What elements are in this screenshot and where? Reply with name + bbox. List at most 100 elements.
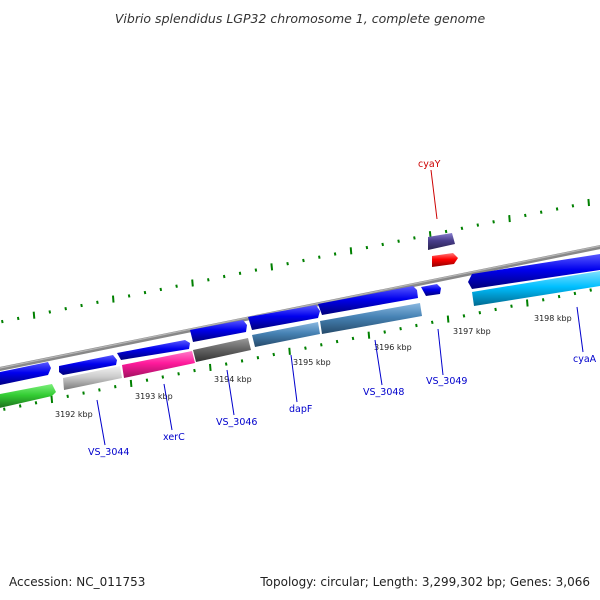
- leader-VS_3044: [96, 399, 106, 446]
- minor-tick: [365, 245, 369, 250]
- gene-label-VS_3049[interactable]: VS_3049: [426, 376, 467, 387]
- inner-minor-tick: [430, 320, 434, 325]
- gene-arrow-cyaA[interactable]: [468, 254, 600, 289]
- minor-tick: [254, 268, 258, 272]
- minor-tick: [571, 204, 575, 208]
- minor-tick: [159, 287, 163, 292]
- inner-minor-tick: [510, 304, 513, 308]
- cog-green-feature[interactable]: [0, 384, 56, 409]
- gene-arrow-VS_3048[interactable]: [318, 286, 418, 315]
- cog-colored-features: [0, 271, 600, 409]
- gene-arrow-VS_3044[interactable]: [59, 355, 117, 375]
- gene-label-dapF[interactable]: dapF: [289, 404, 312, 415]
- inner-minor-tick: [145, 378, 149, 382]
- minor-tick: [64, 307, 67, 311]
- inner-minor-tick: [478, 311, 482, 315]
- minor-tick: [207, 278, 210, 282]
- gene-arrow-dapF[interactable]: [248, 305, 320, 330]
- minor-tick: [444, 229, 448, 234]
- minor-tick: [96, 300, 99, 304]
- gene-label-VS_3048[interactable]: VS_3048: [363, 387, 404, 398]
- minor-tick: [460, 226, 464, 231]
- major-tick: [32, 311, 36, 319]
- major-tick: [508, 215, 511, 223]
- gene-arrow-left-edge[interactable]: [0, 362, 51, 386]
- minor-tick: [302, 258, 305, 263]
- scale-label-3196: 3196 kbp: [374, 343, 412, 352]
- minor-tick: [1, 319, 4, 324]
- inner-minor-tick: [193, 368, 196, 373]
- inner-minor-tick: [399, 327, 402, 331]
- leader-VS_3049: [437, 328, 444, 376]
- inner-scale-ticks: [3, 288, 592, 411]
- inner-major-tick: [50, 395, 54, 404]
- gene-labels: cyaY VS_3044 xerC VS_3046 dapF VS_3048 V…: [88, 159, 597, 458]
- inner-minor-tick: [82, 391, 85, 395]
- minor-tick: [397, 239, 400, 243]
- cog-lightgray-feature[interactable]: [63, 366, 122, 390]
- gene-arrow-xerC[interactable]: [117, 340, 190, 360]
- scale-label-3195: 3195 kbp: [293, 358, 331, 367]
- minor-tick: [318, 255, 321, 259]
- minor-tick: [127, 294, 131, 298]
- gene-cyaY-feature[interactable]: [428, 233, 455, 250]
- minor-tick: [222, 274, 226, 279]
- inner-minor-tick: [98, 388, 101, 392]
- inner-minor-tick: [557, 294, 561, 299]
- minor-tick: [539, 210, 543, 214]
- cog-steelblue-feature-1[interactable]: [252, 322, 320, 347]
- inner-minor-tick: [34, 401, 38, 405]
- genome-stats-text: Topology: circular; Length: 3,299,302 bp…: [259, 575, 590, 589]
- minor-tick: [476, 223, 480, 227]
- inner-minor-tick: [573, 291, 577, 296]
- minor-tick: [492, 220, 495, 224]
- inner-minor-tick: [494, 307, 497, 312]
- minor-tick: [80, 303, 83, 308]
- scale-label-3192: 3192 kbp: [55, 410, 93, 419]
- cog-steelblue-feature-2[interactable]: [320, 303, 422, 334]
- gene-label-VS_3046[interactable]: VS_3046: [216, 417, 257, 428]
- inner-minor-tick: [415, 323, 418, 328]
- minor-tick: [413, 236, 416, 240]
- scale-label-3194: 3194 kbp: [214, 375, 252, 384]
- cog-cyan-feature[interactable]: [472, 271, 600, 306]
- inner-minor-tick: [18, 404, 22, 408]
- genome-backbone-highlight: [0, 245, 600, 369]
- gene-label-VS_3044[interactable]: VS_3044: [88, 447, 129, 458]
- minor-tick: [524, 213, 527, 218]
- minor-tick: [16, 316, 20, 321]
- gene-label-cyaY[interactable]: cyaY: [418, 159, 441, 170]
- minor-tick: [48, 310, 52, 314]
- scale-label-3193: 3193 kbp: [135, 392, 173, 401]
- inner-minor-tick: [541, 298, 545, 302]
- gene-arrows: [0, 254, 600, 386]
- inner-minor-tick: [114, 385, 117, 389]
- cog-darkgray-feature[interactable]: [193, 338, 251, 362]
- minor-tick: [286, 262, 289, 266]
- map-title: Vibrio splendidus LGP32 chromosome 1, co…: [115, 11, 486, 26]
- inner-minor-tick: [462, 314, 466, 318]
- leader-cyaA: [576, 306, 584, 353]
- inner-minor-tick: [320, 343, 323, 347]
- leader-VS_3046: [226, 369, 235, 416]
- inner-minor-tick: [383, 330, 386, 334]
- major-tick: [112, 295, 115, 303]
- inner-minor-tick: [589, 288, 592, 292]
- inner-minor-tick: [272, 352, 276, 357]
- inner-minor-tick: [240, 359, 244, 363]
- scale-ticks: [1, 198, 590, 324]
- gene-label-xerC[interactable]: xerC: [163, 432, 185, 443]
- gene-arrow-VS_3049[interactable]: [421, 284, 441, 296]
- inner-minor-tick: [351, 336, 355, 341]
- gene-label-cyaA[interactable]: cyaA: [573, 354, 597, 365]
- inner-minor-tick: [256, 356, 260, 360]
- inner-minor-tick: [3, 407, 6, 411]
- leader-dapF: [290, 354, 298, 403]
- major-tick: [587, 198, 590, 207]
- minor-tick: [333, 252, 337, 256]
- cog-magenta-feature[interactable]: [122, 351, 195, 378]
- gene-cyaY-cds-feature[interactable]: [432, 253, 458, 267]
- gene-arrow-VS_3046[interactable]: [190, 320, 247, 342]
- inner-major-tick: [367, 331, 371, 339]
